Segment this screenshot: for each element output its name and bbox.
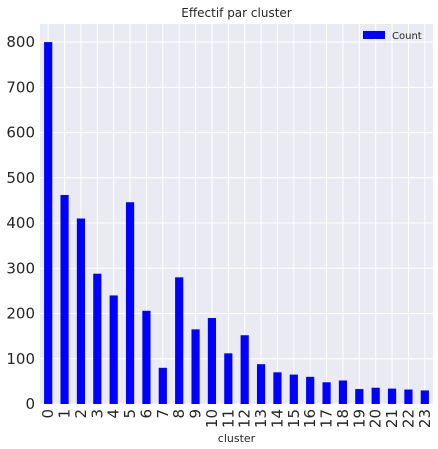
bar-cluster-6 <box>142 310 151 404</box>
x-tick-label: 4 <box>105 409 123 419</box>
bar-cluster-13 <box>256 364 266 404</box>
bar-cluster-5 <box>125 202 135 404</box>
x-tick-label: 15 <box>285 409 303 428</box>
x-tick-label: 12 <box>236 409 254 428</box>
bar-cluster-22 <box>404 389 413 404</box>
x-tick-label: 19 <box>350 409 368 428</box>
bar-cluster-7 <box>158 367 167 404</box>
bar-cluster-23 <box>420 390 429 404</box>
y-tick-label: 800 <box>6 33 35 51</box>
bar-cluster-9 <box>191 329 200 404</box>
bar-cluster-1 <box>60 195 69 404</box>
bar-cluster-8 <box>175 277 184 404</box>
bar-cluster-3 <box>93 273 102 404</box>
legend: Count <box>363 31 422 42</box>
bars <box>44 42 429 404</box>
x-tick-label: 21 <box>383 409 401 428</box>
y-tick-label: 300 <box>6 259 35 277</box>
x-tick-label: 11 <box>219 409 237 428</box>
bar-cluster-10 <box>207 318 217 404</box>
x-tick-label: 9 <box>187 409 205 419</box>
x-tick-label: 14 <box>268 409 286 428</box>
x-tick-label: 7 <box>154 409 172 419</box>
x-tick-label: 17 <box>318 409 336 428</box>
y-tick-label: 200 <box>6 305 35 323</box>
bar-cluster-14 <box>273 372 282 404</box>
y-tick-label: 500 <box>6 169 35 187</box>
bar-cluster-18 <box>338 380 348 404</box>
x-tick-label: 10 <box>203 409 221 428</box>
y-tick-label: 400 <box>6 214 35 232</box>
y-tick-label: 100 <box>6 350 35 368</box>
bar-cluster-0 <box>44 42 53 404</box>
x-tick-label: 13 <box>252 409 270 428</box>
x-tick-label: 6 <box>137 409 155 419</box>
y-tick-label: 0 <box>25 395 35 413</box>
x-axis-label: cluster <box>218 432 256 445</box>
legend-swatch <box>363 31 385 39</box>
bar-cluster-12 <box>240 335 249 404</box>
bar-cluster-17 <box>322 382 331 404</box>
x-tick-label: 22 <box>399 409 417 428</box>
x-tick-label: 16 <box>301 409 319 428</box>
x-tick-label: 2 <box>72 409 90 419</box>
bar-cluster-15 <box>289 374 298 404</box>
x-tick-label: 3 <box>88 409 106 419</box>
y-tick-label: 700 <box>6 78 35 96</box>
bar-cluster-16 <box>306 376 315 404</box>
x-tick-label: 18 <box>334 409 352 428</box>
x-tick-label: 23 <box>416 409 434 428</box>
x-tick-label: 5 <box>121 409 139 419</box>
x-tick-label: 8 <box>170 409 188 419</box>
bar-cluster-19 <box>355 389 364 404</box>
bar-cluster-11 <box>224 353 233 404</box>
x-tick-label: 20 <box>367 409 385 428</box>
x-tick-label: 1 <box>56 409 74 419</box>
chart-title: Effectif par cluster <box>181 6 292 20</box>
y-axis-ticks: 0 100 200 300 400 500 600 700 800 <box>6 33 35 413</box>
bar-cluster-2 <box>76 218 86 404</box>
y-tick-label: 600 <box>6 124 35 142</box>
bar-cluster-20 <box>371 387 380 404</box>
legend-label: Count <box>392 31 422 42</box>
x-tick-label: 0 <box>39 409 57 419</box>
bar-cluster-4 <box>109 295 118 404</box>
bar-cluster-21 <box>387 388 397 404</box>
